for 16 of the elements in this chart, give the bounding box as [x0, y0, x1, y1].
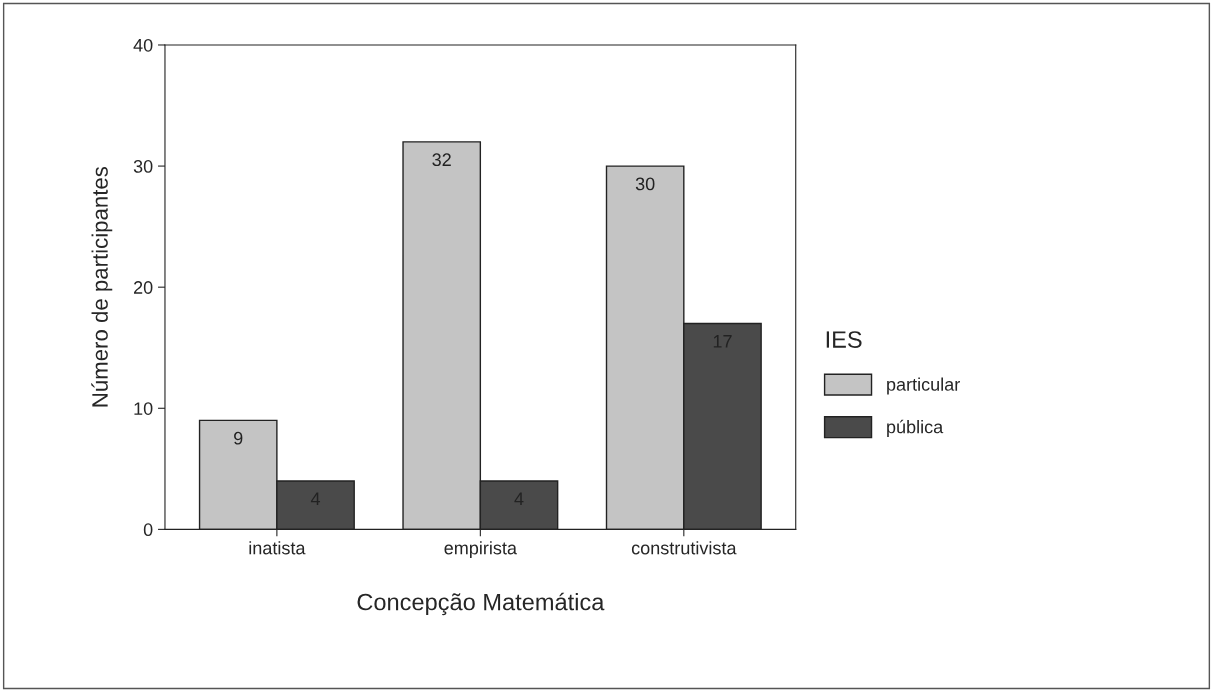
x-tick-label: construtivista [631, 541, 737, 555]
x-tick-label: inatista [249, 541, 306, 555]
data-label: 32 [432, 153, 451, 167]
x-axis-title: Concepção Matemática [357, 592, 605, 616]
y-tick-label: 40 [133, 38, 153, 52]
legend-label: particular [887, 377, 960, 395]
data-label: 9 [234, 431, 243, 445]
x-tick-label: empirista [444, 541, 517, 559]
data-label: 30 [635, 177, 655, 191]
y-tick-label: 0 [143, 523, 153, 537]
y-tick-label: 10 [134, 402, 153, 415]
y-axis-title: Número de participantes [91, 166, 113, 407]
y-tick-label: 30 [133, 160, 153, 173]
legend-title: IES [826, 331, 862, 348]
y-tick-label: 20 [133, 281, 153, 294]
legend-label: pública [887, 419, 944, 437]
